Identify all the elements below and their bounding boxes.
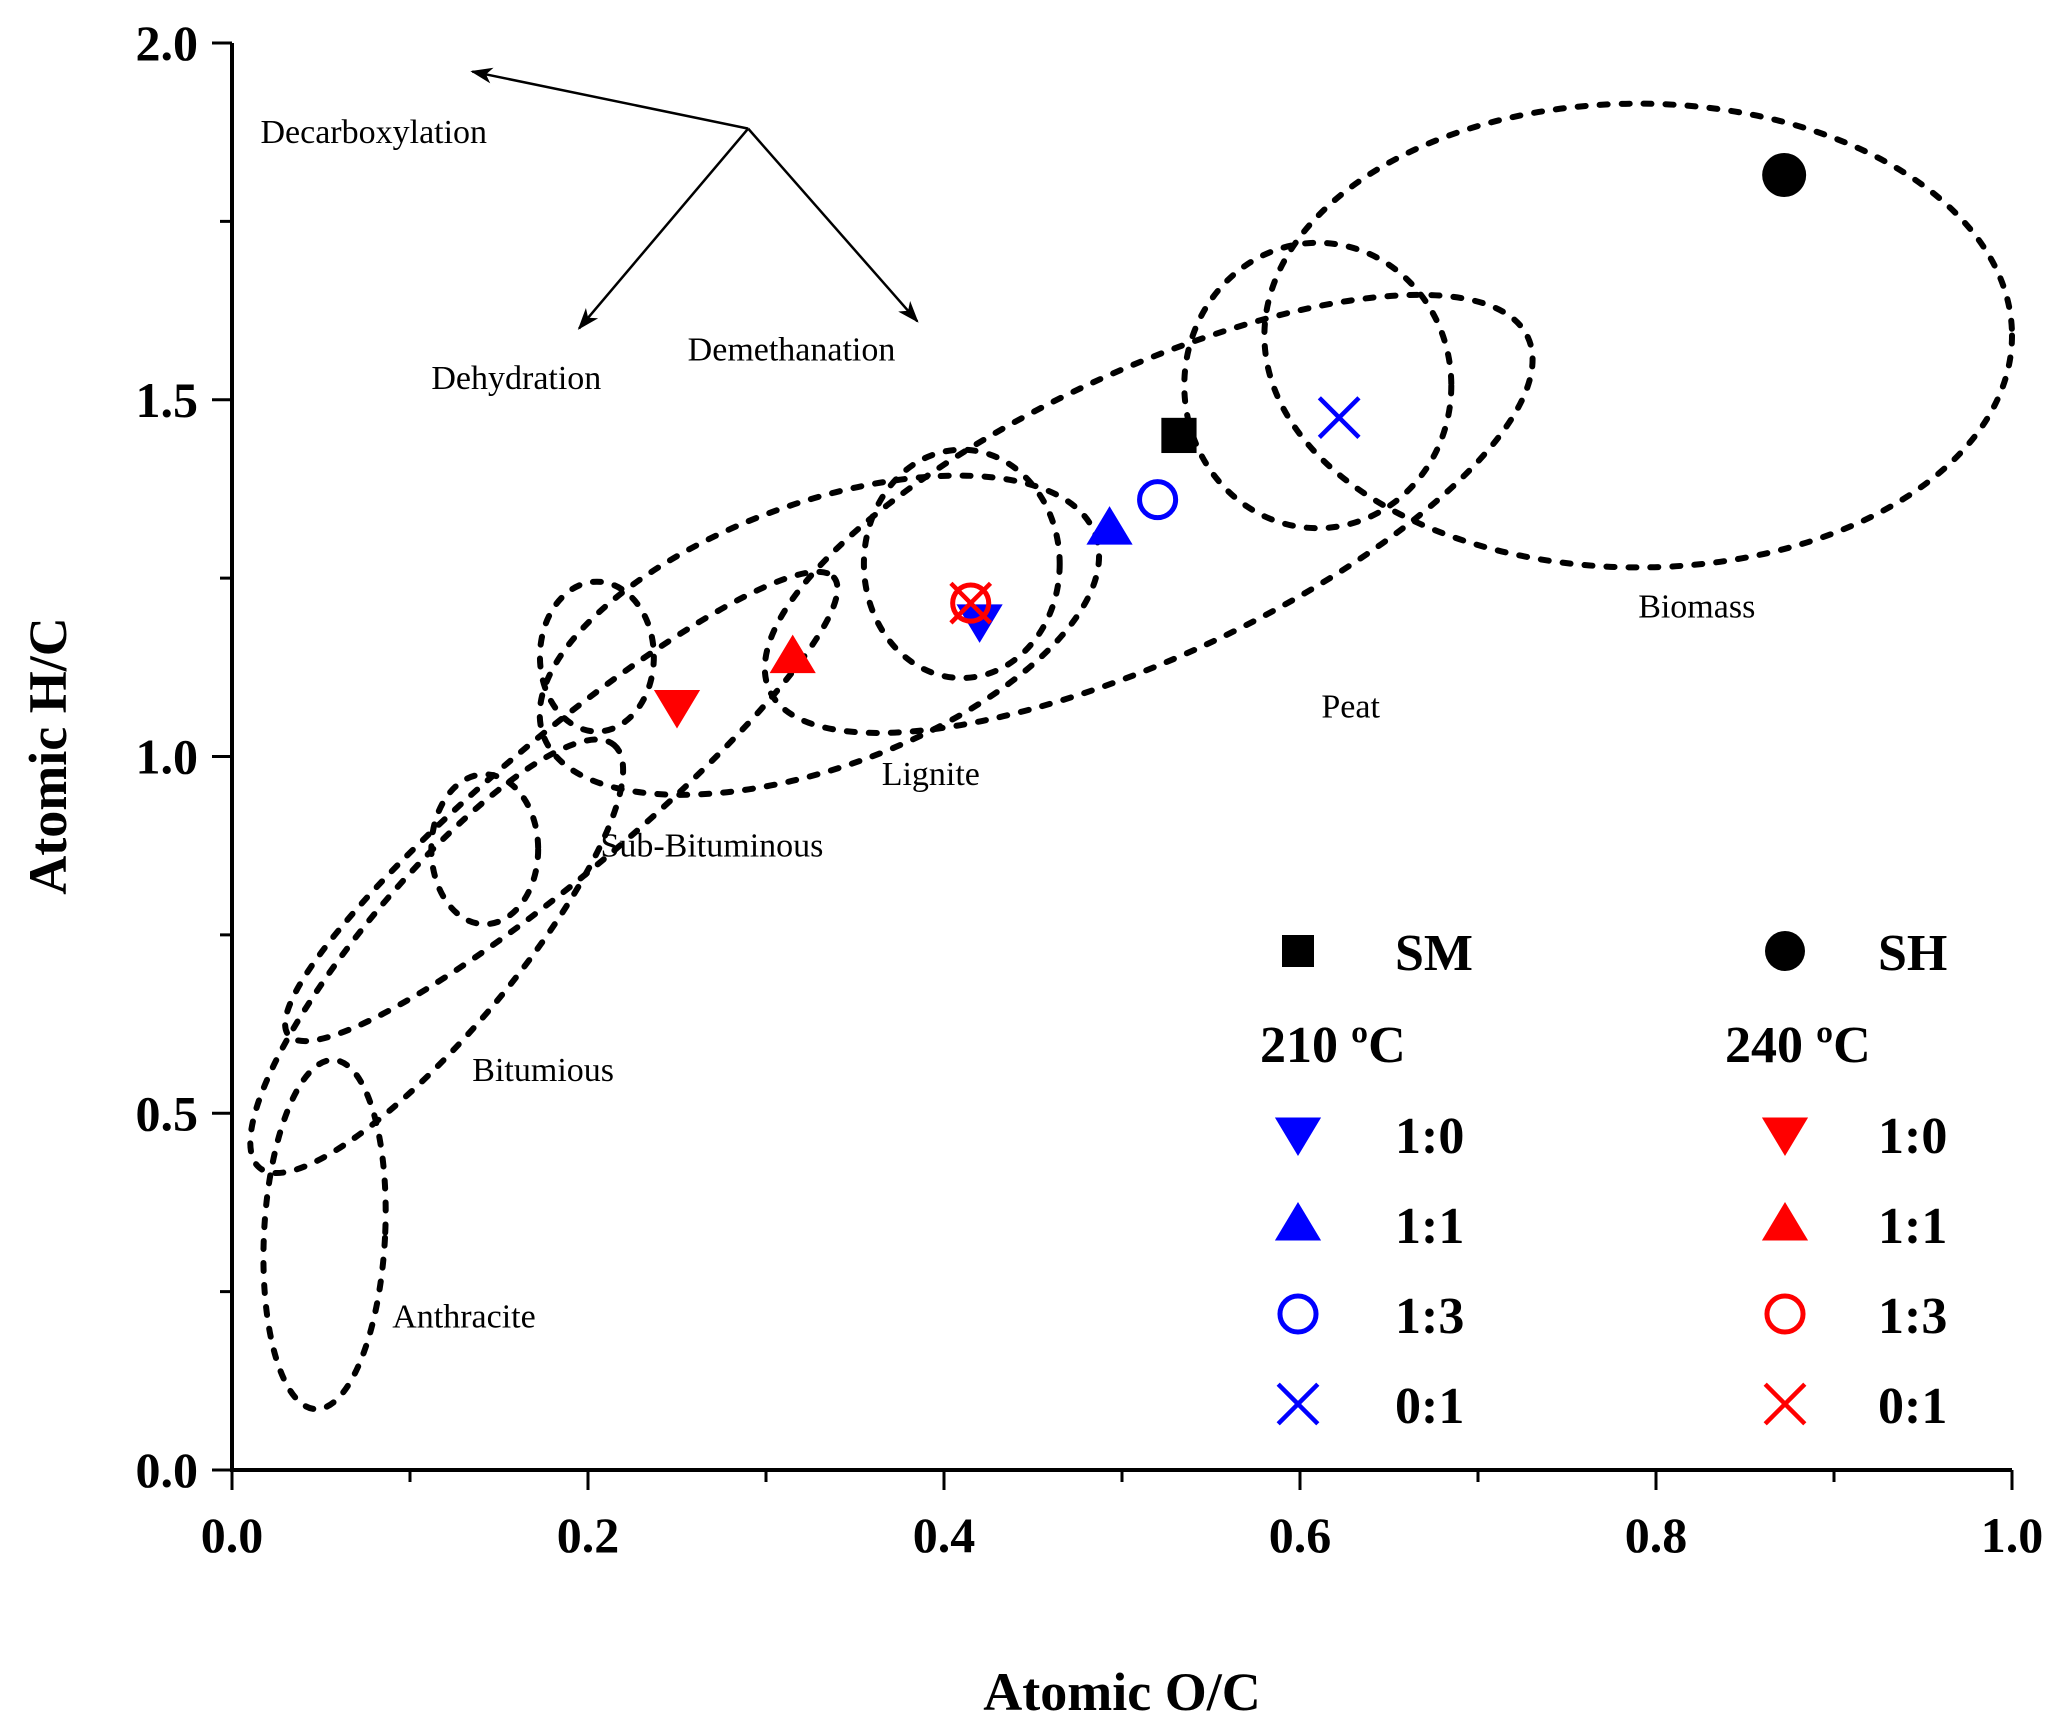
legend-marker <box>1274 1202 1322 1241</box>
legend-marker <box>1274 1117 1322 1156</box>
open-circle-marker <box>1277 1293 1319 1335</box>
region-boundary <box>428 771 542 928</box>
process-annotation: Demethanation <box>688 332 896 369</box>
process-annotation: Dehydration <box>431 360 601 397</box>
x-tick-label: 1.0 <box>1981 1507 2044 1563</box>
triangle-down-marker <box>956 604 1003 643</box>
legend-marker <box>1282 935 1314 967</box>
square-marker <box>1161 417 1197 454</box>
data-point <box>1161 417 1197 454</box>
legend-label: SM <box>1395 925 1473 982</box>
y-tick-label: 0.0 <box>136 1442 199 1498</box>
process-annotation: Decarboxylation <box>260 114 487 151</box>
region-boundary <box>1261 100 2015 571</box>
open-circle-marker <box>950 582 992 624</box>
cross-stroke <box>1763 1382 1807 1426</box>
legend-marker <box>1276 1382 1320 1426</box>
arrow <box>577 127 750 330</box>
legend-label: 1:1 <box>1878 1198 1947 1255</box>
square-marker <box>1282 935 1314 967</box>
region-label: Sub-Bituminous <box>600 827 823 864</box>
open-circle-marker <box>1764 1293 1806 1335</box>
axes <box>230 43 2012 1472</box>
legend-marker <box>1761 1202 1809 1241</box>
legend-marker <box>1764 1293 1806 1335</box>
arrows-layer <box>470 67 919 330</box>
x-tick-label: 0.6 <box>1269 1507 1332 1563</box>
region-label: Peat <box>1321 688 1380 725</box>
triangle-up-marker <box>1086 506 1133 545</box>
cross-stroke <box>1317 396 1361 439</box>
arrow <box>470 67 749 130</box>
data-point <box>769 634 816 674</box>
points-layer <box>653 152 1807 729</box>
y-axis-title: Atomic H/C <box>18 617 78 894</box>
triangle-down-marker <box>653 690 701 729</box>
legend-label: 1:0 <box>1878 1108 1947 1165</box>
legend-group-label: 210 ºC <box>1260 1017 1406 1074</box>
triangle-down-marker <box>1761 1117 1809 1156</box>
triangle-up-marker <box>1274 1202 1322 1241</box>
data-point <box>956 604 1003 643</box>
annotations-layer: Decarboxylation Dehydration Demethanation <box>260 114 895 397</box>
region-boundary <box>260 1056 389 1413</box>
x-tick-label: 0.0 <box>201 1507 264 1563</box>
region-boundary <box>1181 239 1455 532</box>
x-tick-label: 0.8 <box>1625 1507 1688 1563</box>
open-circle-marker <box>1137 479 1179 521</box>
legend-marker <box>1763 1382 1807 1426</box>
triangle-down-marker <box>1274 1117 1322 1156</box>
legend-group-label: 240 ºC <box>1725 1017 1871 1074</box>
legend-label: 0:1 <box>1878 1378 1947 1435</box>
data-point <box>1317 396 1361 439</box>
x-axis-title: Atomic O/C <box>983 1662 1260 1722</box>
filled-circle-marker <box>1762 152 1807 197</box>
ticks-layer: 0.0 0.2 0.4 0.6 0.8 1.0 0.0 0.5 1.0 1.5 2.0 <box>136 15 2044 1563</box>
filled-circle-marker <box>1765 931 1805 971</box>
data-point <box>653 690 701 729</box>
arrow <box>747 127 919 323</box>
cross-stroke <box>1276 1382 1320 1426</box>
cross-stroke <box>949 581 993 625</box>
data-point <box>1086 506 1133 545</box>
y-tick-label: 1.5 <box>136 372 199 428</box>
region-boundary <box>247 736 627 1177</box>
y-tick-label: 2.0 <box>136 15 199 71</box>
legend-label: 1:0 <box>1395 1108 1464 1165</box>
regions-layer: Anthracite Bitumious Sub-Bituminous Lignite… <box>247 100 2015 1413</box>
region-boundary <box>536 472 1103 798</box>
legend-marker <box>1765 931 1805 971</box>
data-point <box>949 581 993 625</box>
region-label: Anthracite <box>392 1298 536 1335</box>
region-boundary <box>536 578 657 735</box>
data-point <box>950 582 992 624</box>
legend-label: 1:3 <box>1395 1288 1464 1345</box>
x-tick-label: 0.2 <box>557 1507 620 1563</box>
triangle-up-marker <box>769 634 816 674</box>
data-point <box>1762 152 1807 197</box>
legend-label: 0:1 <box>1395 1378 1464 1435</box>
legend-marker <box>1761 1117 1809 1156</box>
triangle-up-marker <box>1761 1202 1809 1241</box>
region-boundary <box>282 568 841 1045</box>
legend-label: SH <box>1878 925 1947 982</box>
data-point <box>1137 479 1179 521</box>
legend-label: 1:1 <box>1395 1198 1464 1255</box>
y-tick-label: 0.5 <box>136 1085 199 1141</box>
region-boundary <box>860 446 1063 682</box>
region-label: Biomass <box>1638 588 1755 625</box>
region-label: Bitumious <box>472 1052 614 1089</box>
legend-label: 1:3 <box>1878 1288 1947 1345</box>
region-label: Lignite <box>882 756 980 793</box>
x-tick-label: 0.4 <box>913 1507 976 1563</box>
y-tick-label: 1.0 <box>136 729 199 785</box>
region-boundary <box>761 291 1536 736</box>
legend-marker <box>1277 1293 1319 1335</box>
